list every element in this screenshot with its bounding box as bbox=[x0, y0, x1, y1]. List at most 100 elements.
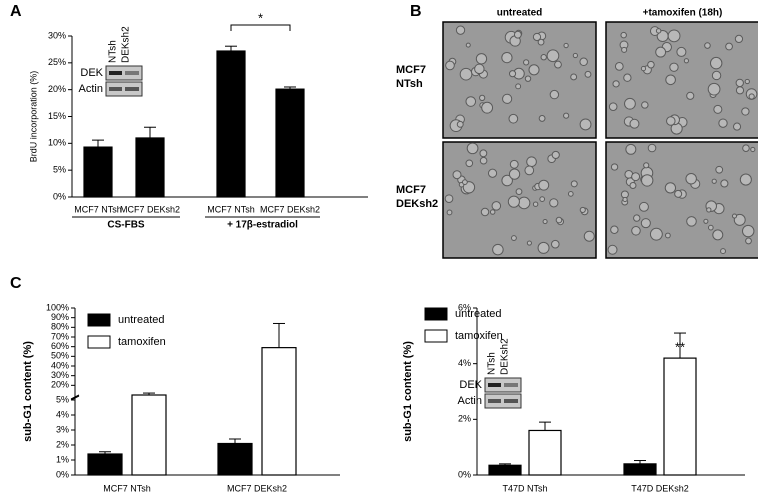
cell bbox=[539, 196, 546, 202]
cell bbox=[608, 102, 618, 111]
cell bbox=[492, 243, 504, 256]
cell bbox=[567, 191, 574, 197]
cell bbox=[549, 89, 560, 100]
cell bbox=[480, 207, 490, 217]
bar bbox=[135, 137, 165, 198]
cell bbox=[629, 118, 640, 129]
cell bbox=[479, 149, 488, 158]
cell bbox=[452, 170, 462, 180]
cell bbox=[487, 168, 498, 178]
cell bbox=[739, 173, 752, 186]
cell bbox=[686, 91, 695, 100]
cell bbox=[664, 182, 677, 194]
cell bbox=[481, 101, 494, 114]
cell bbox=[620, 31, 627, 39]
cell bbox=[563, 42, 569, 49]
axis-break bbox=[70, 395, 80, 401]
bar bbox=[83, 146, 113, 198]
cell bbox=[446, 209, 453, 216]
cell bbox=[683, 58, 689, 64]
bar bbox=[623, 463, 657, 476]
y-tick-label: 60% bbox=[51, 341, 69, 351]
cell bbox=[655, 46, 667, 58]
blot-lane: DEKsh2 bbox=[500, 338, 511, 375]
cell bbox=[744, 78, 750, 85]
cell bbox=[555, 216, 563, 224]
cell bbox=[532, 201, 539, 207]
bar bbox=[216, 50, 246, 198]
y-tick-label: 0% bbox=[56, 469, 69, 479]
blot-lane: NTsh bbox=[487, 352, 498, 375]
bar bbox=[131, 394, 167, 476]
x-tick-label: T47D DEKsh2 bbox=[631, 483, 689, 493]
blot-band bbox=[488, 399, 501, 403]
cell bbox=[711, 70, 722, 81]
cell bbox=[667, 29, 681, 43]
x-tick-label: T47D NTsh bbox=[502, 483, 547, 493]
cell bbox=[508, 168, 521, 180]
cell bbox=[456, 120, 464, 128]
legend-label: untreated bbox=[455, 308, 501, 320]
y-axis-label: sub-G1 content (%) bbox=[402, 341, 414, 442]
cell bbox=[554, 60, 562, 69]
y-tick-label: 20% bbox=[48, 84, 66, 94]
panel-label: A bbox=[10, 3, 22, 20]
cell bbox=[685, 172, 697, 185]
x-tick-label: MCF7 DEKsh2 bbox=[120, 204, 180, 214]
y-axis-label: BrdU incorporation (%) bbox=[28, 71, 38, 163]
cell bbox=[720, 248, 726, 255]
cell bbox=[733, 213, 746, 226]
blot bbox=[484, 393, 522, 409]
cell bbox=[542, 218, 548, 225]
cell bbox=[570, 180, 578, 188]
y-tick-label: 0% bbox=[53, 191, 66, 201]
cell bbox=[713, 104, 723, 114]
cell bbox=[631, 172, 641, 182]
cell bbox=[623, 73, 632, 82]
cell bbox=[538, 179, 550, 191]
cell bbox=[669, 62, 679, 72]
cell bbox=[538, 115, 546, 122]
cell bbox=[459, 67, 473, 81]
significance: ** bbox=[675, 339, 685, 354]
cell bbox=[733, 122, 742, 131]
cell bbox=[610, 225, 619, 234]
cell bbox=[612, 80, 620, 88]
legend-swatch bbox=[424, 307, 448, 321]
cell bbox=[750, 146, 756, 153]
cell bbox=[491, 201, 502, 211]
y-tick-label: 0% bbox=[458, 469, 471, 479]
cell bbox=[707, 82, 721, 96]
cell bbox=[624, 97, 636, 110]
column-label: untreated bbox=[497, 8, 543, 19]
cell bbox=[528, 64, 540, 76]
y-tick-label: 30% bbox=[48, 30, 66, 40]
cell bbox=[676, 46, 687, 57]
blot-band bbox=[109, 87, 122, 91]
y-tick-label: 25% bbox=[48, 57, 66, 67]
cell bbox=[718, 118, 728, 128]
cell bbox=[517, 196, 531, 210]
cell bbox=[665, 74, 676, 86]
panel-label: C bbox=[10, 275, 22, 292]
cell bbox=[444, 194, 454, 204]
legend-swatch bbox=[424, 329, 448, 343]
cell bbox=[479, 156, 488, 165]
cell bbox=[551, 150, 560, 160]
y-tick-label: 5% bbox=[56, 394, 69, 404]
cell bbox=[532, 32, 542, 42]
row-label: MCF7 bbox=[396, 184, 426, 196]
cell bbox=[515, 188, 523, 196]
cell bbox=[647, 60, 655, 69]
legend-swatch bbox=[87, 313, 111, 327]
y-tick-label: 6% bbox=[458, 302, 471, 312]
cell bbox=[537, 241, 550, 254]
cell bbox=[655, 28, 662, 34]
group-label: + 17β-estradiol bbox=[227, 220, 298, 231]
cell bbox=[614, 62, 624, 71]
y-tick-label: 50% bbox=[51, 351, 69, 361]
cell bbox=[510, 235, 517, 241]
legend-label: tamoxifen bbox=[455, 330, 503, 342]
blot-band bbox=[109, 71, 122, 75]
bar bbox=[217, 442, 253, 476]
